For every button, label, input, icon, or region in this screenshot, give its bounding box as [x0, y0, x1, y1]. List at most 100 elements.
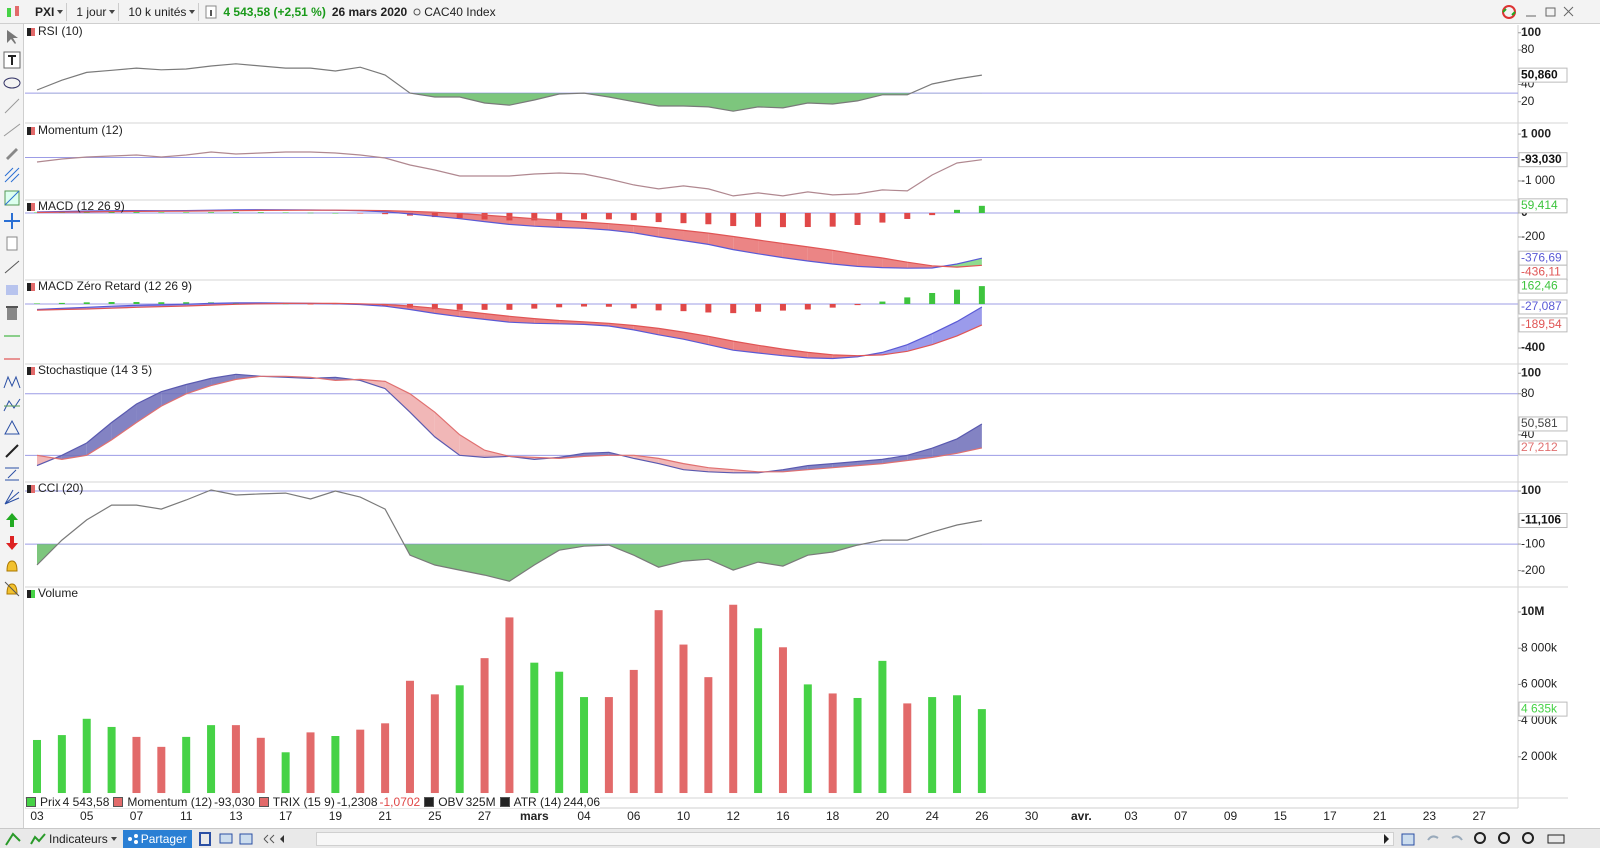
tool-delete[interactable] [3, 304, 21, 322]
panel [25, 489, 1518, 582]
tool-hline-red[interactable] [3, 350, 21, 368]
y-tick-label: 6 000k [1521, 677, 1558, 691]
panel [25, 205, 1518, 269]
tool-gann[interactable] [3, 488, 21, 506]
histogram-bar [307, 303, 314, 305]
period-select[interactable]: 1 jour [73, 2, 120, 21]
fill-band [211, 374, 236, 386]
fill-band [733, 341, 759, 353]
title-swatch-accent [31, 28, 35, 36]
tool-pattern[interactable] [3, 396, 21, 414]
fill-band [559, 220, 585, 229]
volume-bar [430, 694, 439, 794]
histogram-bar [705, 303, 712, 313]
top-toolbar: PXI 1 jour 10 k unités 4 543,58 (+2,51 %… [0, 0, 1600, 24]
footer-legend: Prix 4 543,58 Momentum (12) -93,030 TRIX (15… [26, 794, 601, 809]
tool-arrow-down[interactable] [3, 534, 21, 552]
tool-triangle[interactable] [3, 419, 21, 437]
volume-bar [878, 660, 887, 794]
value-tag-box [1518, 701, 1568, 717]
title-swatch-accent [31, 203, 35, 211]
title-swatch-accent [31, 127, 35, 135]
histogram-bar [506, 303, 513, 310]
info-icon[interactable] [205, 5, 217, 19]
layout-buttons[interactable] [198, 831, 288, 847]
fill-band [658, 328, 684, 340]
navigation-buttons[interactable] [1380, 831, 1596, 847]
tool-ray[interactable] [3, 120, 21, 138]
x-tick-label: 03 [1124, 809, 1138, 823]
panel [33, 604, 986, 794]
legend-item[interactable]: Momentum (12) -93,030 [113, 795, 255, 809]
x-tick-label: 23 [1423, 809, 1437, 823]
histogram-bar [158, 212, 165, 213]
tool-ellipse[interactable] [3, 74, 21, 92]
fill-band [186, 378, 212, 394]
tool-percent[interactable] [3, 465, 21, 483]
tool-text[interactable] [3, 51, 21, 69]
tool-fib[interactable] [3, 189, 21, 207]
drawing-tools [0, 24, 24, 828]
legend-swatch [258, 796, 269, 807]
histogram-bar [431, 303, 438, 310]
value-tag: -27,087 [1521, 299, 1562, 313]
volume-bar [107, 726, 116, 794]
symbol-select[interactable]: PXI [32, 2, 68, 21]
tool-fork[interactable] [3, 166, 21, 184]
x-tick-label: 19 [329, 809, 343, 823]
panel-title: Momentum (12) [38, 123, 123, 137]
draw-menu[interactable] [4, 831, 24, 847]
fill-band [782, 243, 808, 261]
volume-bar [480, 658, 489, 794]
x-tick-label: 12 [727, 809, 741, 823]
tool-copy[interactable] [3, 235, 21, 253]
panel-title: Volume [38, 586, 78, 600]
window-controls[interactable] [1500, 3, 1596, 21]
indicators-button[interactable]: Indicateurs [30, 832, 117, 846]
tool-segment[interactable] [3, 258, 21, 276]
tool-alert-off[interactable] [3, 580, 21, 598]
scrollbar[interactable] [316, 832, 1394, 846]
legend-item[interactable]: OBV 325M [424, 795, 496, 809]
histogram-bar [556, 303, 563, 308]
tool-line[interactable] [3, 97, 21, 115]
x-tick-label: 16 [776, 809, 790, 823]
tool-rect[interactable] [3, 281, 21, 299]
legend-item[interactable]: Prix 4 543,58 [26, 795, 109, 809]
value-tag: 50,860 [1521, 67, 1558, 81]
volume-bar [505, 617, 514, 794]
tool-arrow-up[interactable] [3, 511, 21, 529]
tool-brush[interactable] [3, 143, 21, 161]
y-tick-label: 100 [1521, 483, 1541, 497]
fill-band [111, 404, 137, 440]
legend-item[interactable]: TRIX (15 9) -1,2308 -1,0702 [258, 794, 420, 809]
share-button[interactable]: Partager [122, 829, 192, 848]
instrument: CAC40 Index [424, 4, 496, 19]
chart-type-icon[interactable] [4, 4, 26, 20]
fill-band [932, 438, 958, 458]
legend-item[interactable]: ATR (14) 244,06 [499, 795, 600, 809]
tool-alert[interactable] [3, 557, 21, 575]
volume-bar [555, 671, 564, 794]
volume-bar [132, 736, 141, 794]
panel-title: RSI (10) [38, 24, 83, 38]
legend-name: TRIX (15 9) [272, 794, 335, 809]
legend-swatch [113, 796, 124, 807]
tool-hline-green[interactable] [3, 327, 21, 345]
macd-line [36, 209, 983, 269]
volume-bar [853, 697, 862, 794]
x-tick-label: 10 [677, 809, 691, 823]
tool-wave[interactable] [3, 373, 21, 391]
tool-pen[interactable] [3, 442, 21, 460]
panel-title: CCI (20) [38, 481, 83, 495]
fill-band [509, 216, 535, 227]
units-select[interactable]: 10 k unités [125, 2, 200, 21]
value-tag: 4 635k [1521, 701, 1558, 715]
histogram-bar [978, 286, 985, 304]
volume-bar [455, 685, 464, 794]
tool-cursor[interactable] [3, 28, 21, 46]
tool-move[interactable] [3, 212, 21, 230]
units: 10 k unités [128, 4, 187, 19]
histogram-bar [382, 212, 389, 215]
